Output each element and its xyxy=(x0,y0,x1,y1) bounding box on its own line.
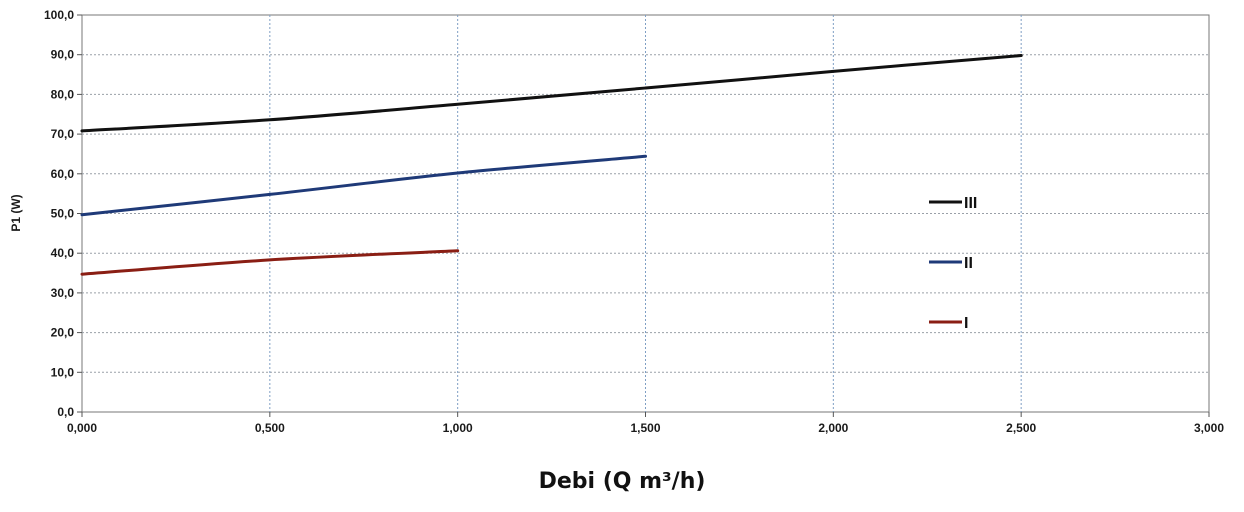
y-tick-label: 40,0 xyxy=(51,246,75,260)
y-tick-label: 70,0 xyxy=(51,127,75,141)
x-axis-ticks: 0,000 0,500 1,000 1,500 2,000 2,500 3,000 xyxy=(67,412,1224,435)
x-tick-label: 2,500 xyxy=(1006,421,1036,435)
series-line-I xyxy=(80,249,460,276)
legend-label-I: I xyxy=(964,315,968,332)
y-tick-label: 50,0 xyxy=(51,207,75,221)
x-axis-label: Debi (Q m³/h) xyxy=(539,469,706,494)
x-tick-label: 1,500 xyxy=(630,421,660,435)
y-tick-label: 60,0 xyxy=(51,167,75,181)
plot-area xyxy=(81,14,1210,413)
y-tick-label: 30,0 xyxy=(51,286,75,300)
series-lines xyxy=(80,54,1023,276)
y-tick-label: 90,0 xyxy=(51,48,75,62)
x-tick-label: 0,000 xyxy=(67,421,97,435)
x-tick-label: 1,000 xyxy=(443,421,473,435)
y-axis-ticks: 0,0 10,0 20,0 30,0 40,0 50,0 60,0 70,0 80,0 90,0 1… xyxy=(44,8,82,419)
y-tick-label: 20,0 xyxy=(51,326,75,340)
y-tick-label: 100,0 xyxy=(44,8,74,22)
legend-label-II: II xyxy=(964,255,973,272)
series-line-III xyxy=(80,54,1023,133)
y-axis-label: P1 (W) xyxy=(9,194,23,231)
x-tick-label: 2,000 xyxy=(818,421,848,435)
y-tick-label: 0,0 xyxy=(57,405,74,419)
x-tick-label: 0,500 xyxy=(255,421,285,435)
y-tick-label: 10,0 xyxy=(51,365,75,379)
legend-label-III: III xyxy=(964,195,977,212)
y-tick-label: 80,0 xyxy=(51,87,75,101)
series-line-II xyxy=(80,154,647,217)
x-tick-label: 3,000 xyxy=(1194,421,1224,435)
